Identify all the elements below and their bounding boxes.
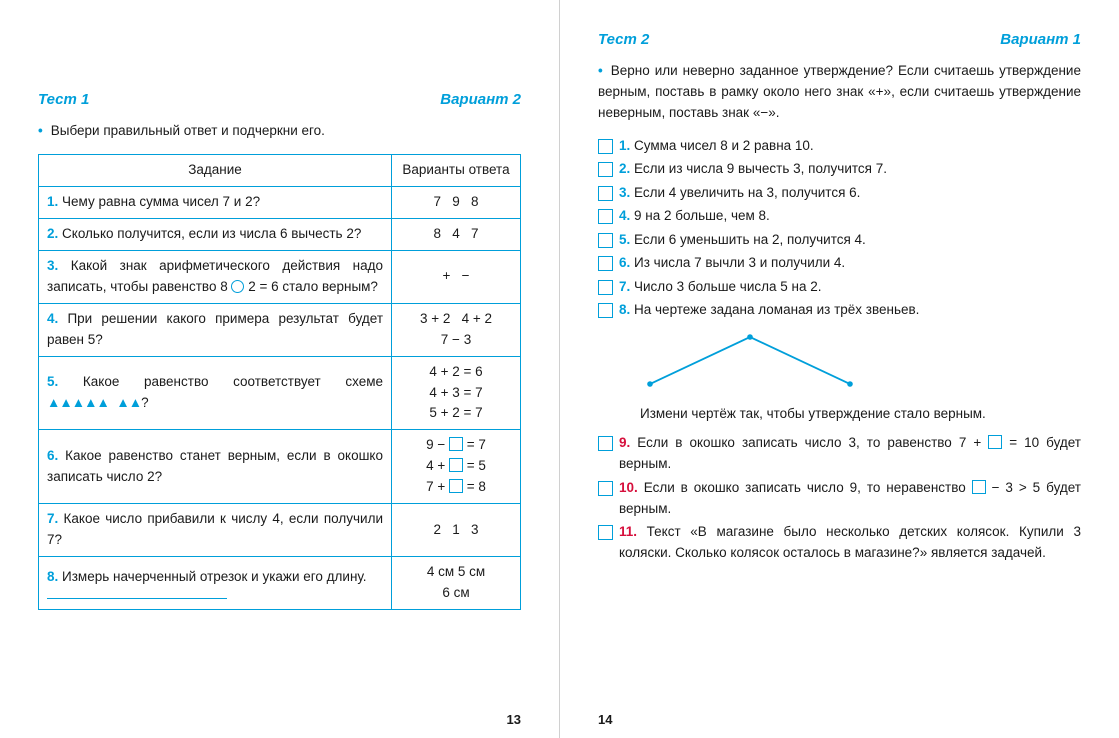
statement-text: 6. Из числа 7 вычли 3 и получили 4. [619,253,1081,274]
task-cell: 6. Какое равенство станет верным, если в… [39,430,392,504]
task-cell: 4. При решении какого примера результат … [39,303,392,356]
statement-row: 2. Если из числа 9 вычесть 3, получится … [598,159,1081,180]
table-row: 6. Какое равенство станет верным, если в… [39,430,521,504]
change-instruction: Измени чертёж так, чтобы утверждение ста… [640,404,1081,425]
page-number: 13 [507,710,521,730]
polyline-icon [640,329,900,389]
checkbox-icon[interactable] [598,209,613,224]
col-answers: Варианты ответа [392,155,521,187]
table-row: 2. Сколько получится, если из числа 6 вы… [39,219,521,251]
checkbox-icon[interactable] [598,481,613,496]
answer-cell: 2 1 3 [392,504,521,557]
task-cell: 1. Чему равна сумма чисел 7 и 2? [39,187,392,219]
checkbox-icon[interactable] [598,186,613,201]
checkbox-icon[interactable] [598,303,613,318]
test-table: Задание Варианты ответа 1. Чему равна су… [38,154,521,610]
statement-row: 7. Число 3 больше числа 5 на 2. [598,277,1081,298]
triangle-group-icon: ▲▲▲▲▲ [47,395,109,410]
test-label: Тест 1 [38,88,89,111]
checkbox-icon[interactable] [598,525,613,540]
col-task: Задание [39,155,392,187]
instruction-left: •Выбери правильный ответ и подчеркни его… [38,121,521,142]
answer-cell: 8 4 7 [392,219,521,251]
polyline-figure [640,329,1081,396]
checkbox-icon[interactable] [598,256,613,271]
statement-text: 1. Сумма чисел 8 и 2 равна 10. [619,136,1081,157]
page-number: 14 [598,710,612,730]
box-icon [449,437,463,451]
page-spread: Тест 1 Вариант 2 •Выбери правильный отве… [0,0,1119,738]
table-row: 8. Измерь начерченный отрезок и укажи ег… [39,557,521,610]
header-right: Тест 2 Вариант 1 [598,28,1081,51]
test-label: Тест 2 [598,28,649,51]
checkbox-icon[interactable] [598,436,613,451]
instruction-right: •Верно или неверно заданное утверждение?… [598,61,1081,124]
box-icon [988,435,1002,449]
statement-row: 3. Если 4 увеличить на 3, получится 6. [598,183,1081,204]
statement-row: 10. Если в окошко записать число 9, то н… [598,478,1081,520]
statement-text: 5. Если 6 уменьшить на 2, получится 4. [619,230,1081,251]
circle-icon [231,280,244,293]
task-cell: 7. Какое число прибавили к числу 4, если… [39,504,392,557]
table-row: 4. При решении какого примера результат … [39,303,521,356]
answer-cell: 4 см 5 см6 см [392,557,521,610]
statement-text: 7. Число 3 больше числа 5 на 2. [619,277,1081,298]
answer-cell: + − [392,250,521,303]
task-cell: 2. Сколько получится, если из числа 6 вы… [39,219,392,251]
triangle-group-icon: ▲▲ [116,395,141,410]
statement-text: 11. Текст «В магазине было несколько дет… [619,522,1081,564]
statement-row: 1. Сумма чисел 8 и 2 равна 10. [598,136,1081,157]
task-cell: 3. Какой знак арифметического действия н… [39,250,392,303]
table-row: 7. Какое число прибавили к числу 4, если… [39,504,521,557]
segment-line [47,598,227,599]
statement-row: 5. Если 6 уменьшить на 2, получится 4. [598,230,1081,251]
answer-cell: 4 + 2 = 64 + 3 = 75 + 2 = 7 [392,356,521,430]
statement-text: 9. Если в окошко записать число 3, то ра… [619,433,1081,475]
checkbox-icon[interactable] [598,162,613,177]
task-cell: 5. Какое равенство соответствует схеме ▲… [39,356,392,430]
statement-row: 6. Из числа 7 вычли 3 и получили 4. [598,253,1081,274]
box-icon [972,480,986,494]
page-right: Тест 2 Вариант 1 •Верно или неверно зада… [560,0,1119,738]
page-left: Тест 1 Вариант 2 •Выбери правильный отве… [0,0,560,738]
statement-text: 10. Если в окошко записать число 9, то н… [619,478,1081,520]
answer-cell: 7 9 8 [392,187,521,219]
table-row: 3. Какой знак арифметического действия н… [39,250,521,303]
task-cell: 8. Измерь начерченный отрезок и укажи ег… [39,557,392,610]
box-icon [449,458,463,472]
table-row: 1. Чему равна сумма чисел 7 и 2?7 9 8 [39,187,521,219]
statement-row: 4. 9 на 2 больше, чем 8. [598,206,1081,227]
checkbox-icon[interactable] [598,233,613,248]
checkbox-icon[interactable] [598,139,613,154]
answer-cell: 9 − = 74 + = 57 + = 8 [392,430,521,504]
statement-text: 4. 9 на 2 больше, чем 8. [619,206,1081,227]
statement-text: 3. Если 4 увеличить на 3, получится 6. [619,183,1081,204]
statement-row: 8. На чертеже задана ломаная из трёх зве… [598,300,1081,321]
box-icon [449,479,463,493]
statement-row: 9. Если в окошко записать число 3, то ра… [598,433,1081,475]
variant-label: Вариант 1 [1000,28,1081,51]
header-left: Тест 1 Вариант 2 [38,88,521,111]
variant-label: Вариант 2 [440,88,521,111]
statement-text: 2. Если из числа 9 вычесть 3, получится … [619,159,1081,180]
statement-row: 11. Текст «В магазине было несколько дет… [598,522,1081,564]
answer-cell: 3 + 2 4 + 27 − 3 [392,303,521,356]
table-row: 5. Какое равенство соответствует схеме ▲… [39,356,521,430]
checkbox-icon[interactable] [598,280,613,295]
statement-text: 8. На чертеже задана ломаная из трёх зве… [619,300,1081,321]
